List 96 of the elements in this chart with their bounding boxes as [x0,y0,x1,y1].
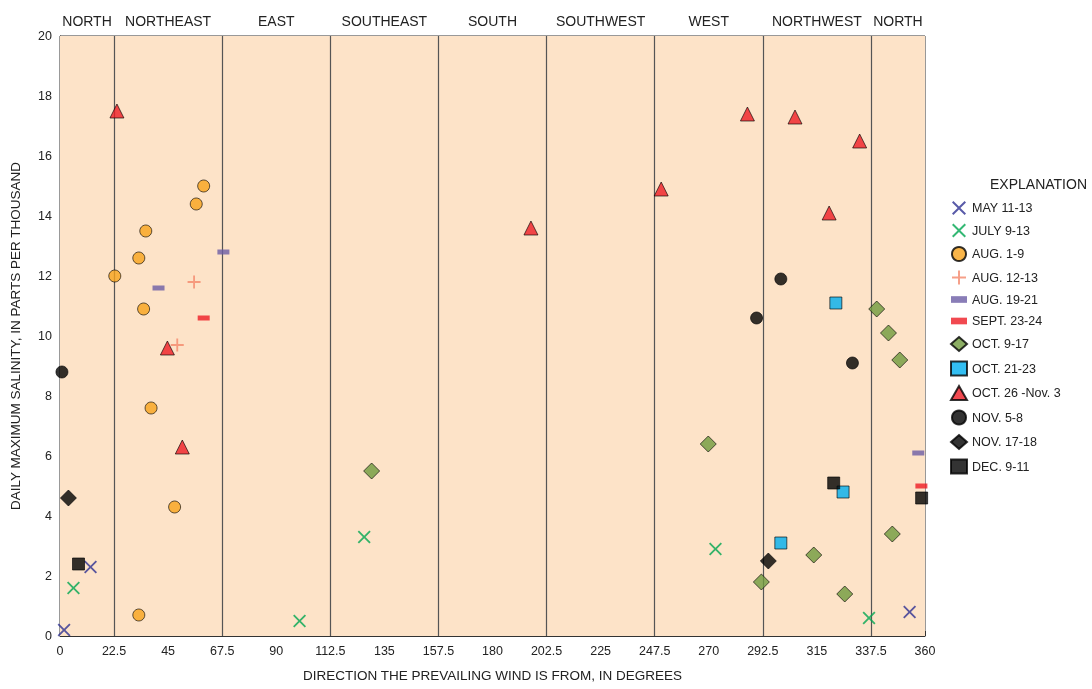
point [880,324,897,342]
point [868,300,886,318]
legend-label: OCT. 21-23 [972,361,1036,376]
point [740,106,755,122]
point [915,491,929,505]
y-tick-label: 20 [38,29,53,43]
y-tick-label: 8 [45,389,53,403]
point [72,557,85,571]
legend-label: NOV. 5-8 [972,410,1023,425]
point [160,340,175,356]
y-tick-label: 18 [38,89,53,103]
point [699,435,717,453]
band-label: EAST [257,13,295,29]
x-tick-label: 337.5 [855,643,887,658]
point [189,197,203,211]
x-tick-label: 0 [56,643,64,658]
point [787,109,803,125]
x-tick-label: 292.5 [747,643,779,658]
band-label: NORTH [62,13,112,29]
point [170,338,184,352]
point [862,611,876,625]
legend-label: OCT. 9-17 [972,337,1030,351]
x-tick-label: 360 [914,643,936,658]
point [774,536,788,550]
point [137,302,151,316]
y-tick-label: 6 [45,449,53,463]
point [108,269,122,283]
point [653,181,669,197]
point [187,275,201,289]
legend-label: NOV. 17-18 [972,435,1037,449]
point [357,530,371,544]
x-tick-label: 315 [806,643,828,658]
legend-label: AUG. 19-21 [972,292,1039,307]
point [174,439,190,455]
band-label: NORTHEAST [125,13,212,29]
legend-label: JULY 9-13 [972,223,1030,238]
legend-label: AUG. 12-13 [972,270,1039,285]
band-label: NORTHWEST [771,13,863,29]
legend-label: SEPT. 23-24 [972,314,1043,328]
point [821,205,837,221]
y-tick-label: 16 [38,149,53,163]
point [750,311,763,325]
point [523,220,539,236]
band-label: SOUTH [468,13,517,29]
point [759,552,777,570]
band-label: SOUTHWEST [555,13,646,29]
point [774,272,788,286]
y-axis-title: DAILY MAXIMUM SALINITY, IN PARTS PER THOUSAND [7,161,23,511]
y-tick-label: 10 [38,329,53,343]
y-tick-label: 14 [38,209,53,223]
point [57,623,71,637]
point [846,356,859,370]
point [852,133,868,149]
x-tick-label: 202.5 [530,643,563,658]
band-label: WEST [688,13,730,29]
point [109,103,125,119]
point [363,462,381,480]
x-tick-label: 157.5 [422,643,455,658]
x-axis-title: DIRECTION THE PREVAILING WIND IS FROM, IN DEGREES [302,667,683,683]
legend-label: AUG. 1-9 [972,247,1025,261]
x-tick-label: 90 [269,643,284,658]
point [144,401,158,415]
x-tick-label: 247.5 [639,643,671,658]
y-tick-label: 4 [45,509,53,523]
x-tick-label: 270 [698,643,720,658]
legend-label: MAY 11-13 [972,201,1033,215]
point [132,251,146,265]
x-tick-label: 45 [161,643,176,658]
y-tick-label: 0 [45,629,53,643]
point [836,485,850,499]
point [55,365,69,379]
x-tick-label: 112.5 [315,643,346,658]
legend-title: EXPLANATION [990,176,1087,192]
point [197,179,211,193]
x-tick-label: 22.5 [101,643,127,658]
x-tick-label: 180 [482,643,503,658]
legend-label: DEC. 9-11 [972,459,1030,474]
point [60,489,77,507]
point [836,585,854,603]
band-label: SOUTHEAST [341,13,428,29]
point [139,224,153,238]
point [883,525,901,543]
x-tick-label: 135 [373,643,395,658]
point [827,476,841,490]
point [752,573,770,591]
x-tick-label: 67.5 [210,643,235,658]
point [891,351,909,369]
x-tick-label: 225 [590,643,612,658]
point [805,546,823,564]
band-label: NORTH [873,13,923,29]
point [168,500,182,514]
point [829,296,843,310]
y-tick-label: 12 [38,269,53,283]
legend-label: OCT. 26 -Nov. 3 [972,386,1061,400]
y-tick-label: 2 [45,569,53,583]
point [132,608,146,622]
